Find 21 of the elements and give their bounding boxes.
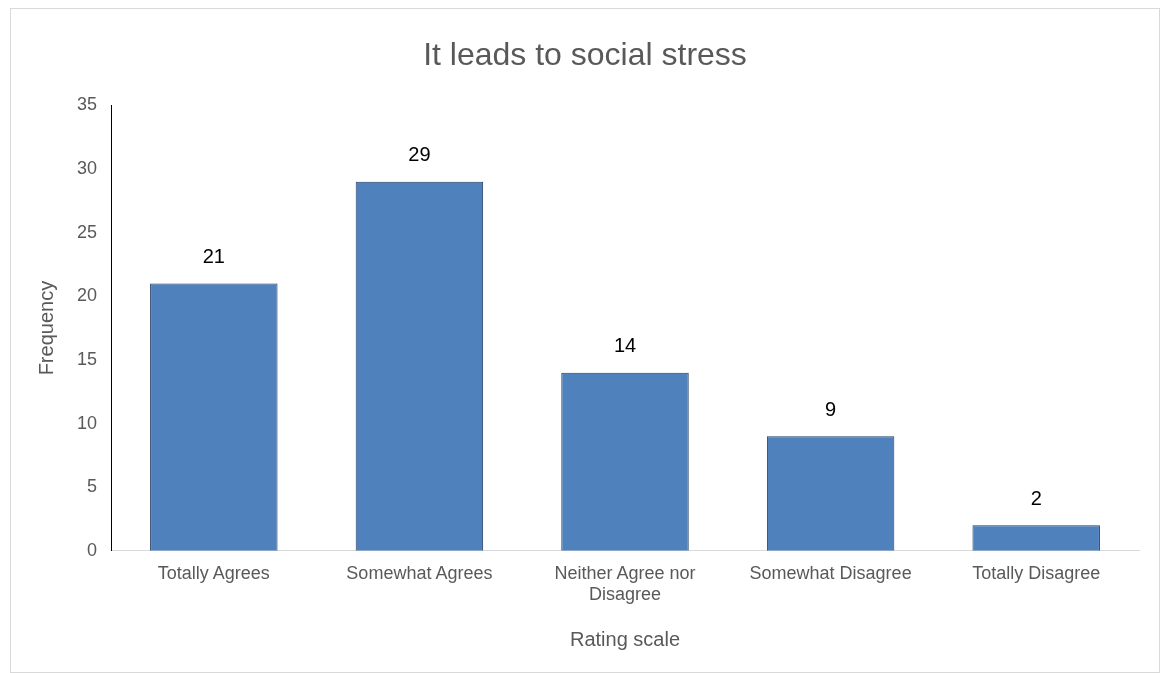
y-tick-label: 10 [76, 412, 98, 433]
y-tick-label: 30 [76, 158, 98, 178]
y-tick-label: 0 [87, 539, 98, 560]
y-tick-label: 20 [76, 285, 98, 306]
y-tick-label: 25 [76, 221, 98, 242]
x-tick-label: Neither Agree nor Disagree [554, 562, 696, 605]
data-label: 29 [408, 143, 431, 166]
y-tick-label: 35 [76, 94, 98, 115]
chart-title: It leads to social stress [423, 36, 747, 73]
data-label: 2 [1030, 486, 1042, 509]
y-tick-label: 15 [76, 348, 98, 369]
x-tick-label: Totally Agrees [157, 562, 270, 583]
y-axis-title: Frequency [34, 280, 57, 376]
x-axis-title: Rating scale [569, 627, 681, 650]
data-label: 21 [202, 245, 225, 268]
data-label: 9 [825, 397, 837, 420]
y-tick-label: 5 [87, 476, 98, 497]
x-tick-label: Somewhat Agrees [346, 562, 493, 583]
data-label: 14 [613, 334, 637, 357]
x-tick-label: Totally Disagree [972, 562, 1101, 583]
x-tick-label: Somewhat Disagree [749, 562, 912, 583]
